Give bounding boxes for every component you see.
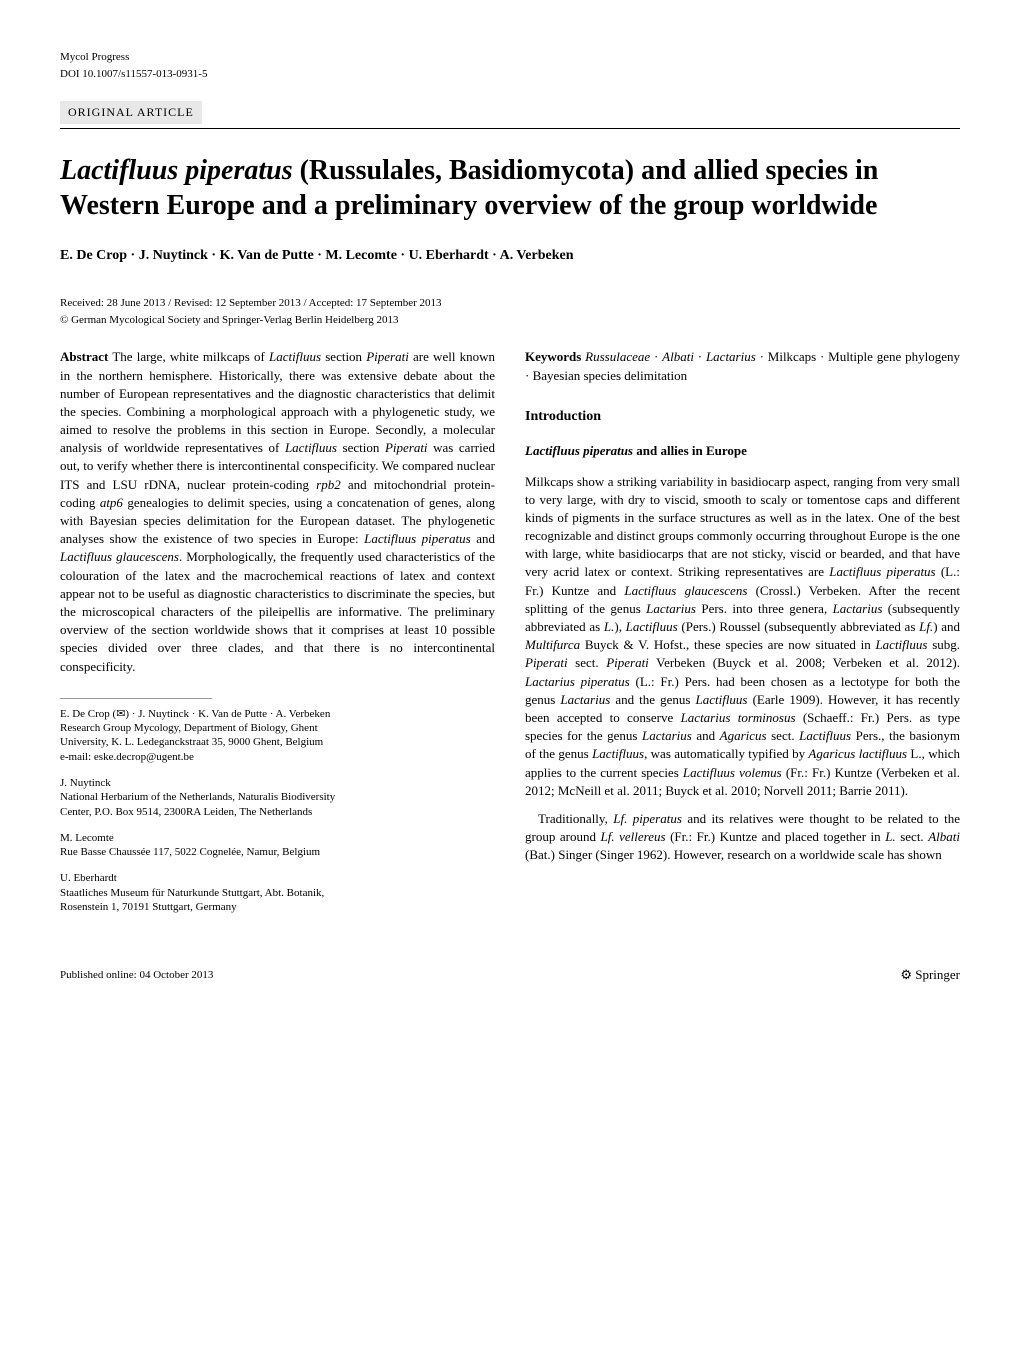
affiliation-4: U. Eberhardt Staatliches Museum für Natu… bbox=[60, 871, 495, 914]
intro-paragraph-2: Traditionally, Lf. piperatus and its rel… bbox=[525, 810, 960, 865]
affil-authors: M. Lecomte bbox=[60, 831, 495, 845]
subsection-heading: Lactifluus piperatus and allies in Europ… bbox=[525, 442, 960, 460]
affil-line: Rue Basse Chaussée 117, 5022 Cognelée, N… bbox=[60, 845, 495, 859]
intro-paragraph-1: Milkcaps show a striking variability in … bbox=[525, 473, 960, 800]
doi: DOI 10.1007/s11557-013-0931-5 bbox=[60, 67, 960, 82]
title-italic-species: Lactifluus piperatus bbox=[60, 155, 293, 186]
affiliation-1: E. De Crop (✉) · J. Nuytinck · K. Van de… bbox=[60, 707, 495, 764]
affil-authors: E. De Crop (✉) · J. Nuytinck · K. Van de… bbox=[60, 707, 495, 721]
journal-name: Mycol Progress bbox=[60, 50, 960, 65]
affiliation-3: M. Lecomte Rue Basse Chaussée 117, 5022 … bbox=[60, 831, 495, 860]
published-online: Published online: 04 October 2013 bbox=[60, 968, 213, 983]
right-column: Keywords Russulaceae · Albati · Lactariu… bbox=[525, 348, 960, 926]
left-column: Abstract The large, white milkcaps of La… bbox=[60, 348, 495, 926]
affil-line: University, K. L. Ledeganckstraat 35, 90… bbox=[60, 735, 495, 749]
affiliation-2: J. Nuytinck National Herbarium of the Ne… bbox=[60, 776, 495, 819]
affil-line: Center, P.O. Box 9514, 2300RA Leiden, Th… bbox=[60, 805, 495, 819]
abstract-paragraph: Abstract The large, white milkcaps of La… bbox=[60, 348, 495, 675]
abstract-label: Abstract bbox=[60, 349, 108, 364]
affil-line: National Herbarium of the Netherlands, N… bbox=[60, 790, 495, 804]
affil-email: e-mail: eske.decrop@ugent.be bbox=[60, 750, 495, 764]
affil-authors: J. Nuytinck bbox=[60, 776, 495, 790]
horizontal-rule bbox=[60, 128, 960, 129]
affiliation-rule bbox=[60, 698, 212, 699]
keywords-paragraph: Keywords Russulaceae · Albati · Lactariu… bbox=[525, 348, 960, 384]
introduction-heading: Introduction bbox=[525, 407, 960, 427]
springer-logo: ⚙ Springer bbox=[900, 966, 960, 984]
copyright-line: © German Mycological Society and Springe… bbox=[60, 313, 960, 328]
affil-line: Rosenstein 1, 70191 Stuttgart, Germany bbox=[60, 900, 495, 914]
author-list: E. De Crop · J. Nuytinck · K. Van de Put… bbox=[60, 245, 960, 266]
article-title: Lactifluus piperatus (Russulales, Basidi… bbox=[60, 153, 960, 223]
affil-line: Staatliches Museum für Naturkunde Stuttg… bbox=[60, 886, 495, 900]
affil-authors: U. Eberhardt bbox=[60, 871, 495, 885]
affil-line: Research Group Mycology, Department of B… bbox=[60, 721, 495, 735]
article-type-label: ORIGINAL ARTICLE bbox=[60, 101, 202, 124]
page-footer: Published online: 04 October 2013 ⚙ Spri… bbox=[60, 966, 960, 984]
article-dates: Received: 28 June 2013 / Revised: 12 Sep… bbox=[60, 296, 960, 311]
keywords-label: Keywords bbox=[525, 349, 581, 364]
